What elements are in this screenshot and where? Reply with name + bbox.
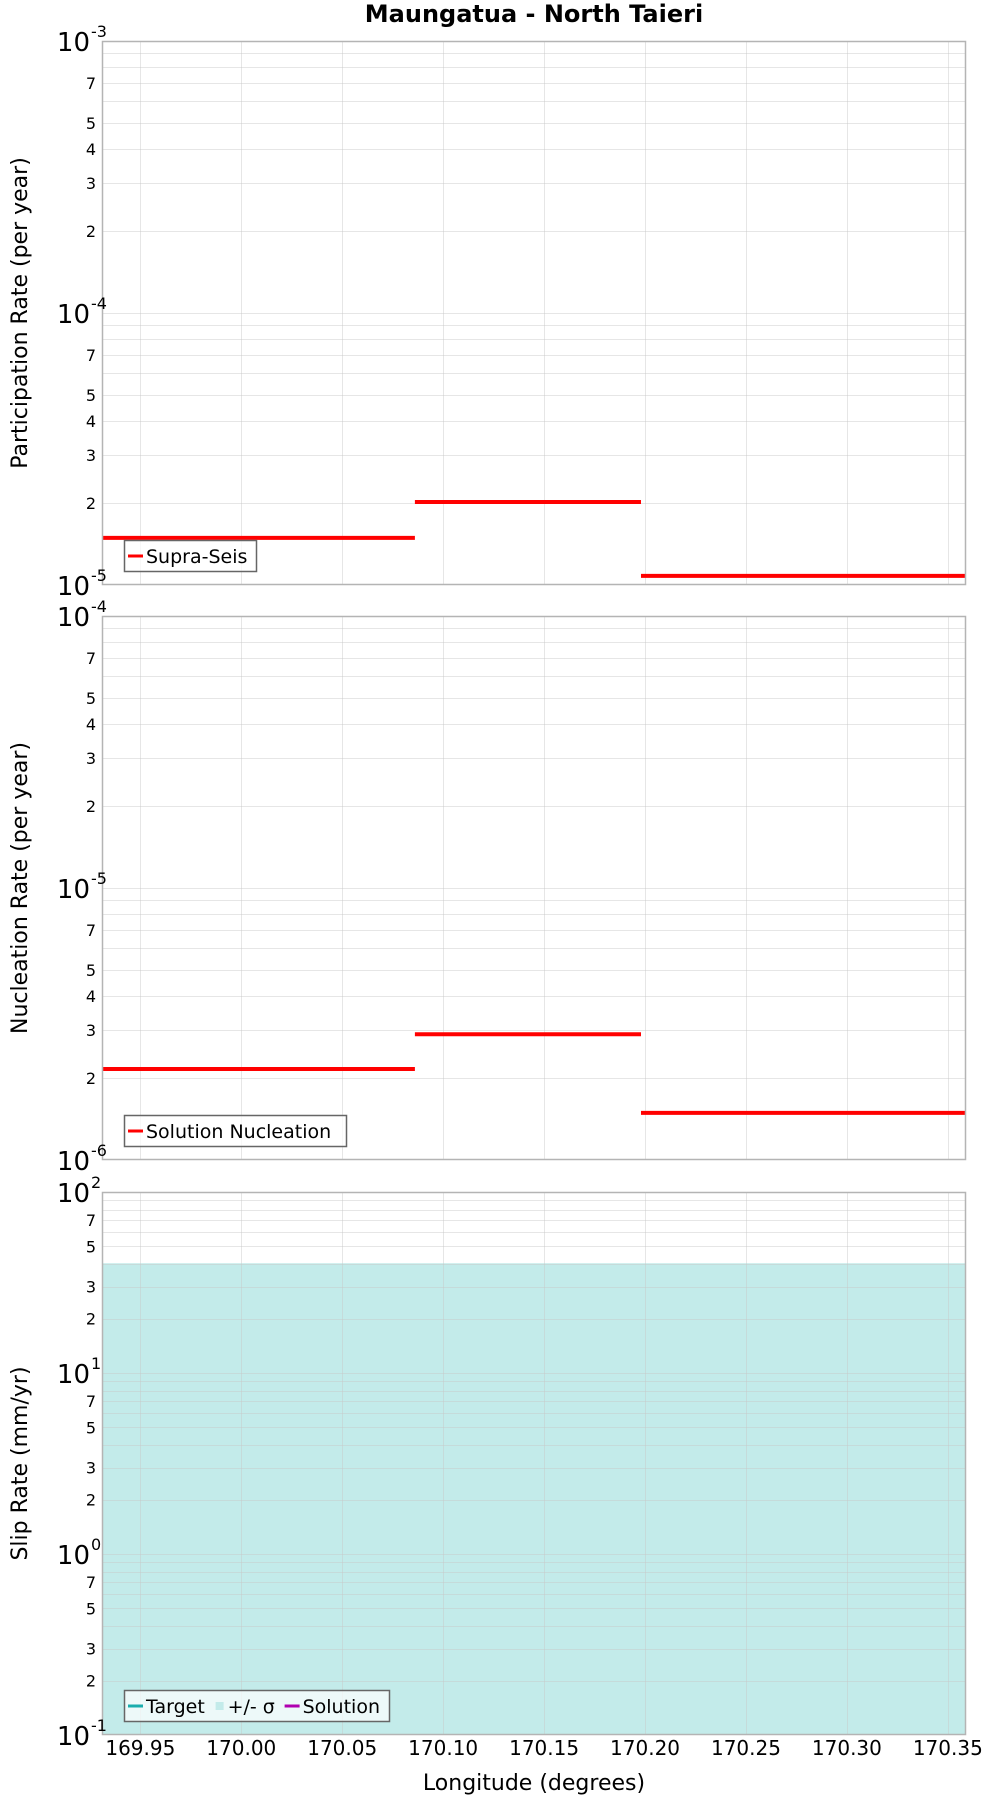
plot-frame: [101, 1191, 967, 1736]
y-decade-exponent: 1: [91, 1354, 101, 1373]
y-minor-label: 7: [86, 346, 96, 365]
y-decade-label: 10: [57, 572, 90, 602]
plot-frame: [101, 615, 967, 1161]
y-minor-label: 2: [86, 222, 96, 241]
chart-title: Maungatua - North Taieri: [365, 0, 703, 28]
y-minor-label: 7: [86, 74, 96, 93]
y-minor-label: 4: [86, 412, 96, 431]
y-decade-label: 10: [57, 603, 90, 633]
y-decade-label: 10: [57, 1179, 90, 1209]
legend-label: Target: [145, 1696, 205, 1718]
legend[interactable]: Supra-Seis: [123, 539, 258, 573]
y-decade-label: 10: [57, 1147, 90, 1177]
legend-label: +/- σ: [228, 1696, 275, 1718]
y-minor-label: 5: [86, 1237, 96, 1256]
legend-box: [123, 539, 258, 573]
y-decade-exponent: -4: [91, 294, 107, 313]
y-decade-exponent: -4: [91, 597, 107, 616]
y-minor-label: 5: [86, 386, 96, 405]
y-minor-label: 5: [86, 1418, 96, 1437]
y-decade-label: 10: [57, 300, 90, 330]
y-minor-label: 3: [86, 174, 96, 193]
y-minor-label: 4: [86, 987, 96, 1006]
legend[interactable]: Target +/- σ Solution: [123, 1689, 391, 1723]
y-decade-exponent: 0: [91, 1535, 101, 1554]
x-tick-label: 170.10: [408, 1736, 478, 1760]
x-tick-label: 170.15: [509, 1736, 579, 1760]
y-decade-label: 10: [57, 28, 90, 58]
y-decade-label: 10: [57, 875, 90, 905]
x-tick-label: 170.00: [206, 1736, 276, 1760]
y-minor-label: 7: [86, 1573, 96, 1592]
y-minor-label: 7: [86, 921, 96, 940]
x-tick-label: 169.95: [105, 1736, 175, 1760]
y-minor-label: 2: [86, 1310, 96, 1329]
x-tick-label: 170.30: [812, 1736, 882, 1760]
legend-swatch-sigma: [215, 1702, 224, 1710]
y-minor-label: 4: [86, 140, 96, 159]
y-axis-label: Nucleation Rate (per year): [8, 742, 33, 1034]
x-tick-label: 170.20: [610, 1736, 680, 1760]
y-minor-label: 5: [86, 1599, 96, 1618]
y-decade-exponent: -5: [91, 566, 107, 585]
gridlines: [102, 41, 966, 585]
legend[interactable]: Solution Nucleation: [123, 1114, 348, 1148]
y-decade-exponent: -1: [91, 1716, 107, 1735]
y-decade-label: 10: [57, 1360, 90, 1390]
y-decade-label: 10: [57, 1722, 90, 1752]
x-axis-label: Longitude (degrees): [423, 1771, 645, 1796]
x-axis: 169.95 170.00 170.05 170.10 170.15 170.20 170.…: [105, 1736, 982, 1796]
x-tick-label: 170.35: [913, 1736, 983, 1760]
y-minor-label: 3: [86, 1021, 96, 1040]
legend-label: Solution Nucleation: [146, 1121, 331, 1143]
y-minor-label: 5: [86, 689, 96, 708]
y-minor-label: 2: [86, 1491, 96, 1510]
y-minor-label: 7: [86, 649, 96, 668]
y-minor-label: 2: [86, 1069, 96, 1088]
sigma-band: [102, 1263, 966, 1735]
plot-area: [102, 41, 966, 585]
x-tick-label: 170.25: [711, 1736, 781, 1760]
y-minor-label: 7: [86, 1392, 96, 1411]
y-decade-exponent: -3: [91, 22, 107, 41]
y-minor-label: 3: [86, 1640, 96, 1659]
y-minor-label: 2: [86, 797, 96, 816]
plot-frame: [101, 40, 967, 586]
y-minor-label: 3: [86, 1459, 96, 1478]
gridlines: [102, 1192, 966, 1735]
y-minor-label: 3: [86, 446, 96, 465]
y-decade-exponent: 2: [91, 1173, 101, 1192]
y-decade-exponent: -5: [91, 869, 107, 888]
y-minor-label: 2: [86, 494, 96, 513]
legend-label: Solution: [303, 1696, 380, 1718]
legend-box: [123, 1114, 348, 1148]
y-minor-label: 7: [86, 1211, 96, 1230]
gridlines: [102, 616, 966, 1160]
legend-label: Supra-Seis: [146, 546, 247, 568]
y-axis-label: Participation Rate (per year): [8, 157, 33, 469]
y-minor-label: 5: [86, 961, 96, 980]
y-decade-exponent: -6: [91, 1141, 107, 1160]
y-minor-label: 3: [86, 749, 96, 768]
x-tick-label: 170.05: [307, 1736, 377, 1760]
y-minor-label: 3: [86, 1278, 96, 1297]
y-minor-label: 5: [86, 114, 96, 133]
y-minor-label: 4: [86, 715, 96, 734]
y-minor-label: 2: [86, 1672, 96, 1691]
y-axis-label: Slip Rate (mm/yr): [8, 1366, 33, 1560]
legend-box: [123, 1689, 391, 1723]
y-decade-label: 10: [57, 1541, 90, 1571]
